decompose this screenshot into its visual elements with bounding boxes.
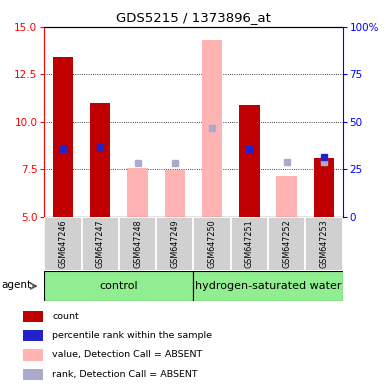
Text: rank, Detection Call = ABSENT: rank, Detection Call = ABSENT	[52, 370, 198, 379]
Text: percentile rank within the sample: percentile rank within the sample	[52, 331, 213, 340]
Bar	[23, 369, 43, 380]
Text: GSM647252: GSM647252	[282, 220, 291, 268]
Text: GSM647251: GSM647251	[245, 220, 254, 268]
Bar	[276, 176, 297, 217]
Bar	[23, 311, 43, 322]
Text: GSM647253: GSM647253	[320, 220, 328, 268]
Bar	[53, 57, 73, 217]
Text: value, Detection Call = ABSENT: value, Detection Call = ABSENT	[52, 351, 203, 359]
Bar	[119, 217, 156, 271]
Text: GSM647246: GSM647246	[59, 220, 67, 268]
Text: GSM647249: GSM647249	[170, 220, 179, 268]
Bar	[82, 217, 119, 271]
Text: agent: agent	[1, 280, 31, 290]
Title: GDS5215 / 1373896_at: GDS5215 / 1373896_at	[116, 11, 271, 24]
Bar	[44, 271, 194, 301]
Bar	[314, 158, 334, 217]
Bar	[194, 271, 343, 301]
Bar	[239, 105, 259, 217]
Text: count: count	[52, 312, 79, 321]
Bar	[23, 349, 43, 361]
Bar	[156, 217, 194, 271]
Bar	[23, 330, 43, 341]
Bar	[44, 217, 82, 271]
Bar	[231, 217, 268, 271]
Text: control: control	[100, 281, 138, 291]
Bar	[194, 217, 231, 271]
Bar	[268, 217, 305, 271]
Bar	[90, 103, 110, 217]
Bar	[305, 217, 343, 271]
Bar	[202, 40, 223, 217]
Text: GSM647250: GSM647250	[208, 220, 217, 268]
Text: GSM647247: GSM647247	[96, 220, 105, 268]
Bar	[164, 170, 185, 217]
Text: hydrogen-saturated water: hydrogen-saturated water	[195, 281, 341, 291]
Text: GSM647248: GSM647248	[133, 220, 142, 268]
Bar	[127, 169, 148, 217]
